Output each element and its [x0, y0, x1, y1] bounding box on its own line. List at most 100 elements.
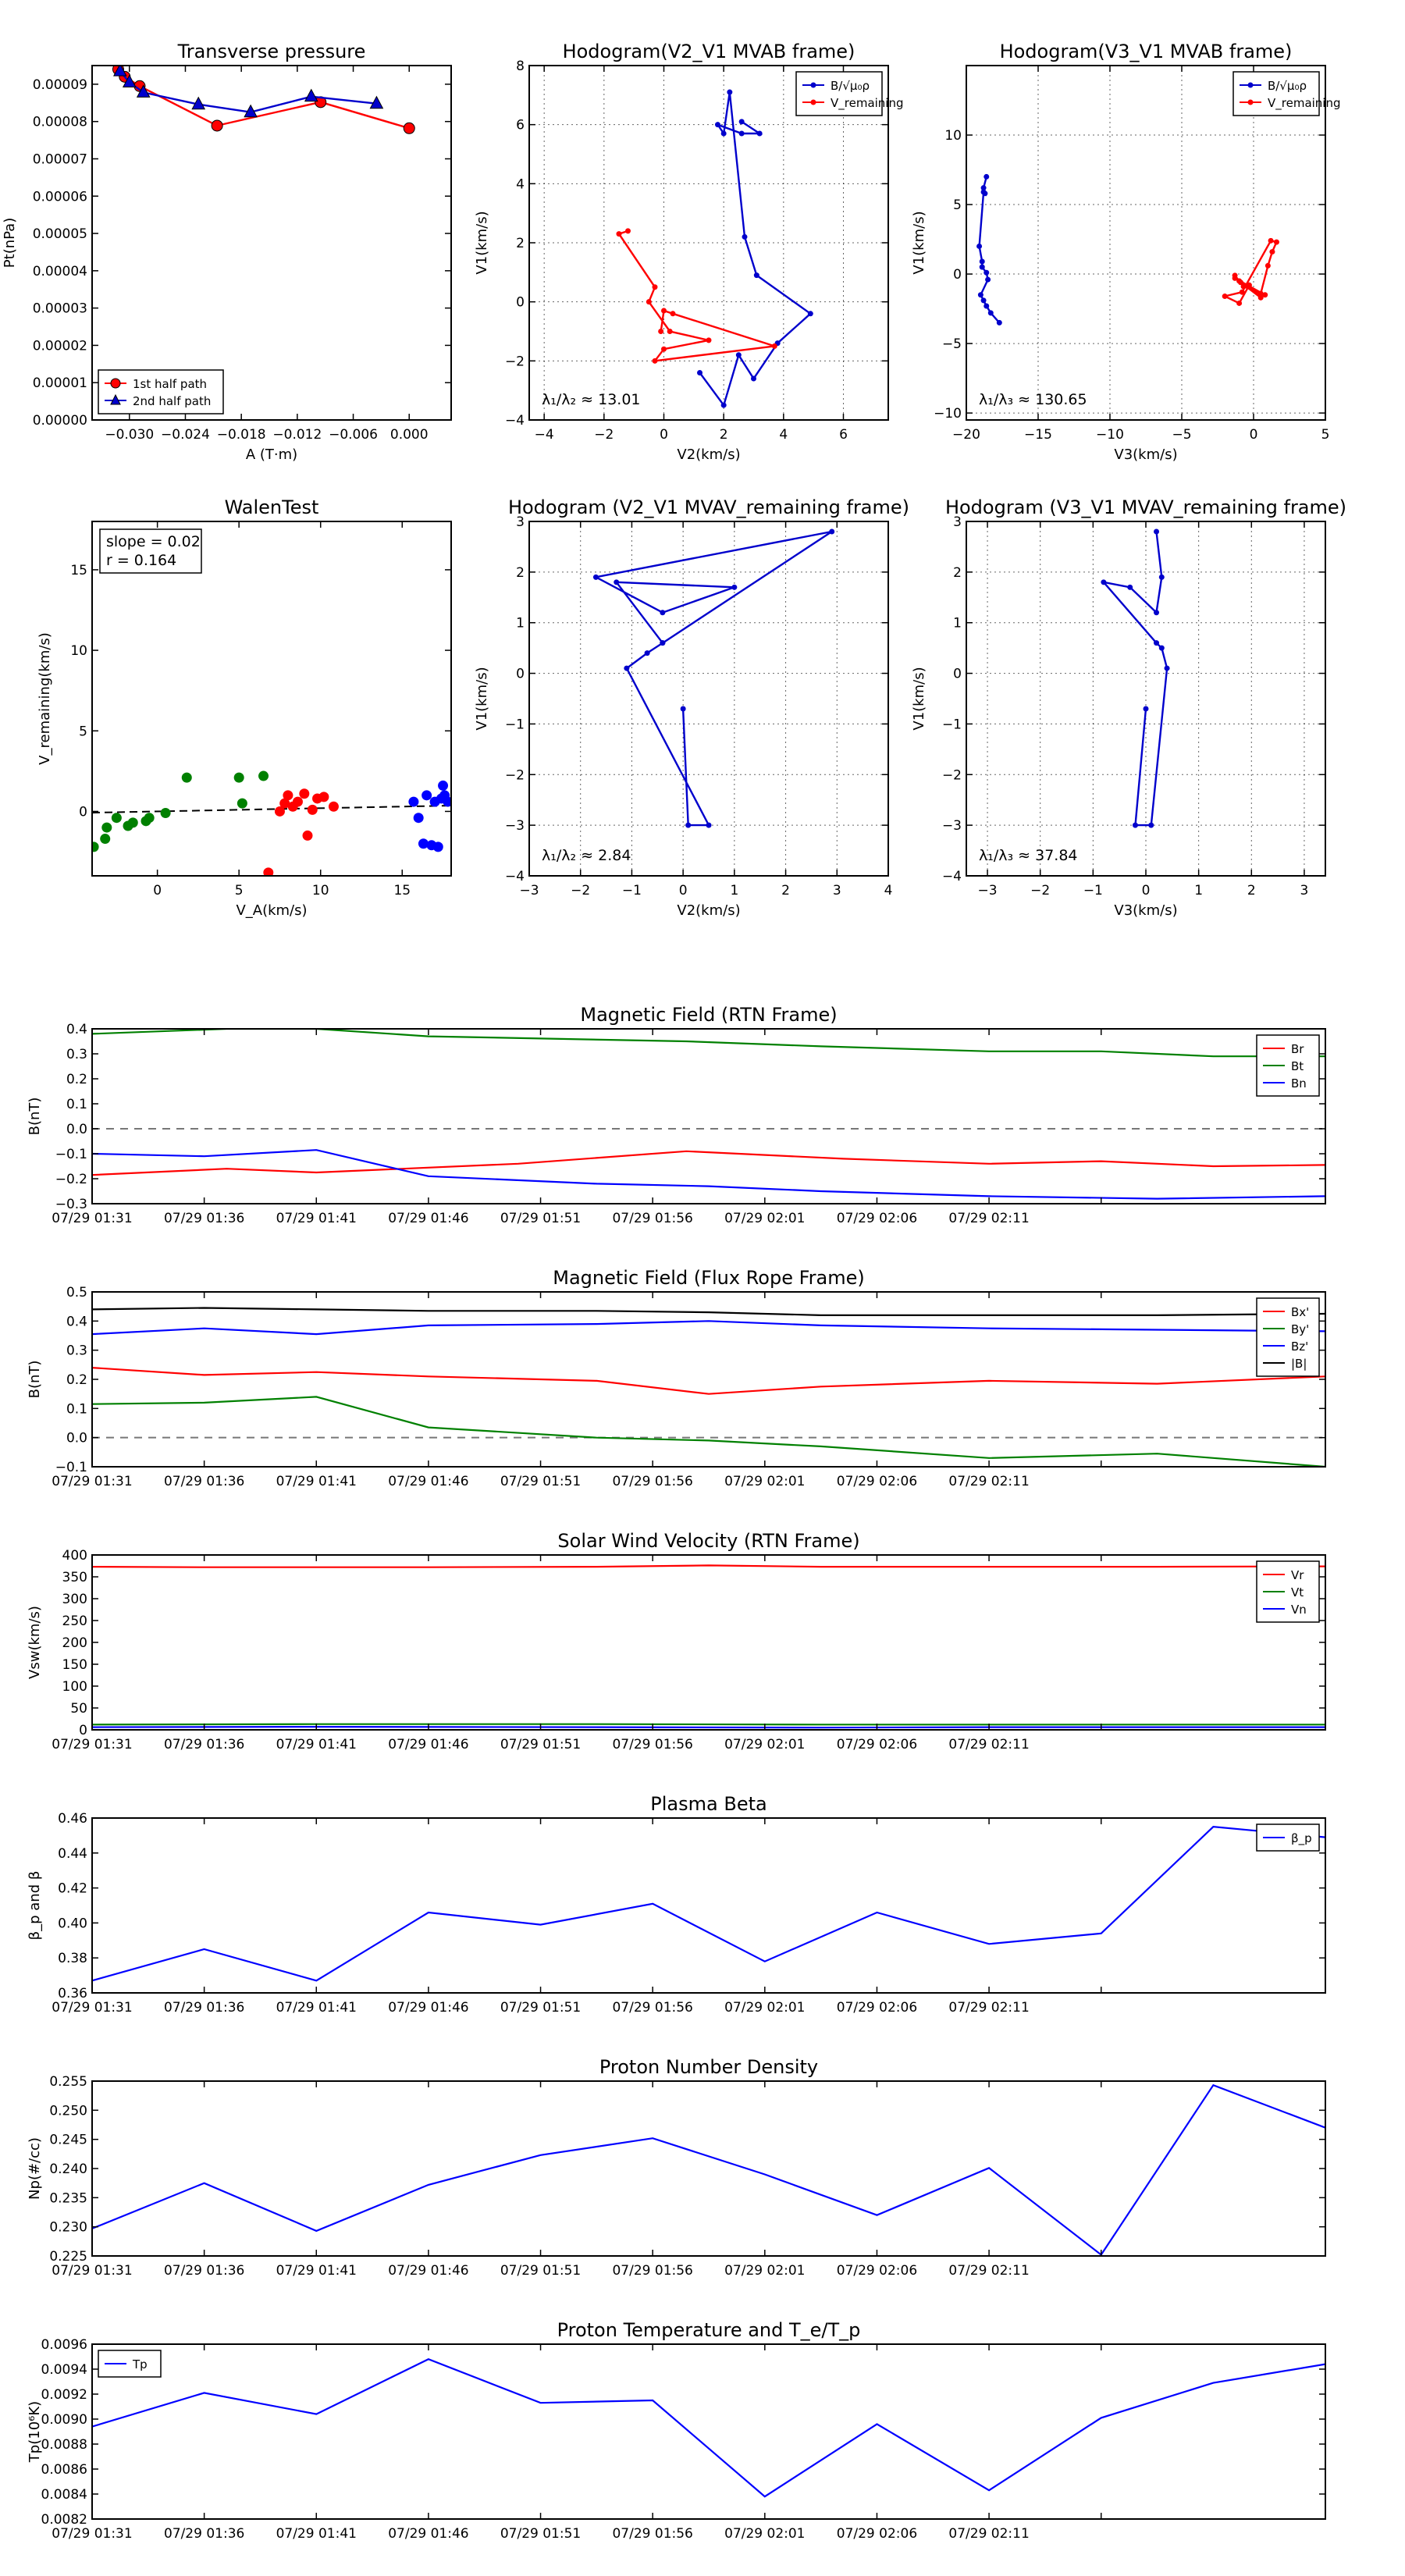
x-tick-label: −15 [1024, 427, 1052, 443]
y-tick-label: 15 [70, 563, 87, 578]
y-tick-label: −3 [942, 818, 962, 834]
y-tick-label: 0.00001 [33, 375, 87, 391]
x-tick-label: 1 [1194, 883, 1203, 898]
x-tick-label: 07/29 02:11 [948, 1211, 1029, 1226]
x-tick-label: −20 [952, 427, 980, 443]
series-vr [92, 1564, 1325, 1568]
chart-title: Hodogram(V2_V1 MVAB frame) [563, 41, 855, 62]
data-point [100, 834, 111, 845]
legend-entry: By' [1263, 1322, 1309, 1336]
legend-label: |B| [1291, 1357, 1307, 1371]
legend-entry: Vn [1263, 1603, 1307, 1617]
legend: Tp [98, 2350, 162, 2378]
y-tick-label: 0.00003 [33, 301, 87, 317]
x-tick-label: 07/29 01:31 [52, 1474, 132, 1489]
y-tick-label: 2 [953, 565, 962, 581]
y-tick-label: −2 [505, 767, 525, 783]
y-tick-label: 5 [953, 197, 962, 213]
y-tick-label: 0.255 [49, 2074, 87, 2090]
chart-6: 07/29 01:31 07/29 01:36 07/29 01:41 07/29 0… [27, 1004, 1326, 1226]
x-tick-label: 2 [1247, 883, 1256, 898]
data-point [1232, 275, 1238, 281]
annotation-text: r = 0.164 [106, 552, 176, 569]
plot-area [92, 2357, 1325, 2498]
x-axis-label: V2(km/s) [677, 447, 740, 463]
y-tick-label: 5 [79, 724, 87, 739]
x-tick-label: 07/29 01:41 [276, 2263, 357, 2279]
series-vt [92, 1723, 1325, 1726]
annotation-text: slope = 0.02 [106, 533, 201, 550]
y-tick-label: 0.245 [49, 2133, 87, 2148]
x-tick-label: −10 [1096, 427, 1124, 443]
data-point [1164, 665, 1170, 671]
legend: 1st half path 2nd half path [98, 369, 224, 415]
x-tick-label: −1 [622, 883, 642, 898]
x-axis-label: A (T·m) [246, 447, 297, 463]
data-point [771, 343, 777, 349]
series--p [92, 1826, 1325, 1982]
chart-title: Hodogram (V2_V1 MVAV_remaining frame) [508, 496, 909, 518]
chart-title: Transverse pressure [177, 41, 366, 62]
x-tick-label: 0 [1250, 427, 1258, 443]
axes-frame [91, 2343, 1326, 2520]
y-axis-label: V_remaining(km/s) [37, 632, 53, 765]
annotation-box [99, 528, 202, 574]
y-tick-label: 2 [516, 236, 525, 251]
series-line [592, 530, 833, 827]
data-point [181, 772, 192, 783]
series-line [92, 1723, 1325, 1726]
legend-label: Tp [132, 2357, 148, 2371]
legend: Bx' By' Bz' |B| [1256, 1297, 1320, 1377]
axes-frame [91, 1028, 1326, 1204]
y-tick-label: 0.0090 [41, 2412, 87, 2428]
fit-line [92, 805, 451, 814]
data-point [244, 104, 258, 118]
legend: Vr Vt Vn [1256, 1560, 1320, 1623]
data-point [614, 579, 620, 585]
data-point [111, 813, 122, 824]
chart-0: −0.030 −0.024 −0.018 −0.012 −0.006 0.000 0.000… [2, 41, 452, 463]
series-b- [697, 89, 813, 408]
legend-entry: Tp [105, 2357, 148, 2371]
x-tick-label: 07/29 01:41 [276, 1211, 357, 1226]
data-point [1127, 584, 1133, 590]
y-tick-label: 250 [62, 1614, 87, 1629]
eigenvalue-ratio-annotation: λ₁/λ₃ ≈ 37.84 [979, 847, 1078, 864]
y-tick-label: 0.00009 [33, 77, 87, 93]
y-tick-label: 0.40 [58, 1916, 87, 1931]
legend-entry: Bx' [1263, 1305, 1309, 1319]
data-point [274, 806, 285, 817]
data-point [1257, 290, 1264, 297]
legend-label: Bx' [1291, 1305, 1309, 1319]
data-point [652, 358, 658, 364]
chart-11: 07/29 01:31 07/29 01:36 07/29 01:41 07/29 0… [27, 2319, 1326, 2542]
data-point [616, 231, 622, 237]
data-point [1154, 528, 1160, 535]
data-point [279, 798, 290, 809]
y-tick-label: 0.0084 [41, 2487, 87, 2503]
data-point [1154, 610, 1160, 616]
data-point [211, 119, 223, 132]
legend-entry: Br [1263, 1042, 1304, 1056]
x-tick-label: 07/29 01:46 [388, 2000, 468, 2016]
data-point [1132, 822, 1138, 828]
y-tick-label: 4 [516, 176, 525, 192]
legend-label: Br [1291, 1042, 1304, 1056]
y-tick-label: 200 [62, 1635, 87, 1651]
x-tick-label: 0 [679, 883, 688, 898]
x-tick-label: −0.030 [105, 427, 154, 443]
legend-entry: β_p [1263, 1831, 1312, 1846]
data-point [1264, 262, 1271, 269]
x-tick-label: 07/29 02:06 [837, 2526, 917, 2542]
legend: B/√μ₀ρ V_remaining [1232, 71, 1341, 116]
data-point [624, 665, 630, 671]
y-tick-label: 0.4 [66, 1314, 87, 1329]
legend-entry: |B| [1263, 1357, 1307, 1371]
y-tick-label: 1 [516, 616, 525, 632]
x-tick-label: −4 [535, 427, 554, 443]
data-point [985, 276, 991, 283]
data-point [982, 190, 988, 197]
legend-label: Vt [1291, 1585, 1304, 1599]
y-tick-label: −0.1 [55, 1460, 87, 1475]
